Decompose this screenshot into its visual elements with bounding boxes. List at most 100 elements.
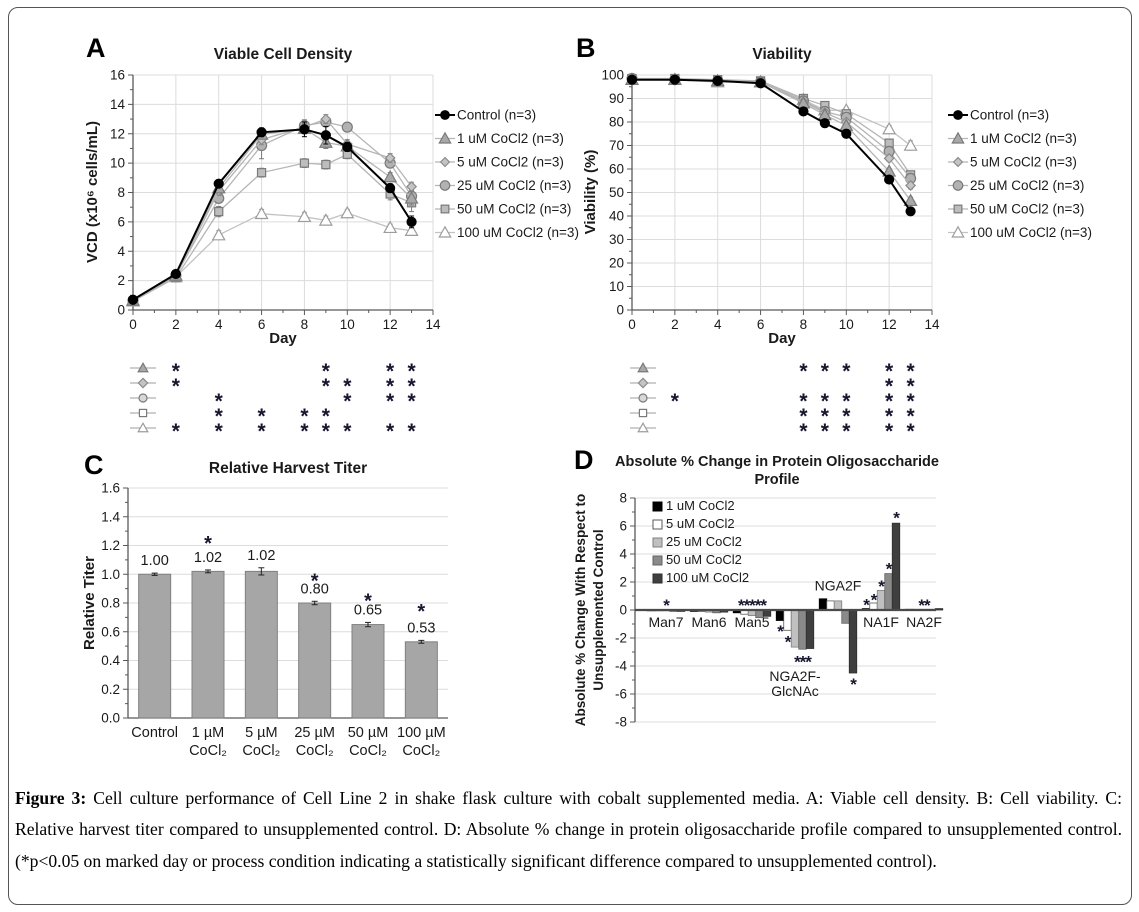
significance-asterisk: * <box>885 375 894 398</box>
category-label: GlcNAc <box>771 683 818 699</box>
significance-asterisk: * <box>215 390 224 413</box>
bar-value-label: 1.02 <box>247 548 275 564</box>
significance-asterisk: * <box>885 360 894 383</box>
svg-text:-8: -8 <box>615 715 627 730</box>
svg-text:0: 0 <box>129 317 137 332</box>
svg-text:12: 12 <box>110 126 125 141</box>
svg-text:10: 10 <box>110 156 125 171</box>
svg-text:0.4: 0.4 <box>101 653 120 668</box>
significance-asterisk: * <box>311 571 319 593</box>
chart-oligosaccharide-profile: -8 -6 -4 -2 0 2 4 6 8 Absolute % Change in Protei… <box>573 454 944 730</box>
category-label: CoCl₂ <box>349 743 387 759</box>
svg-text:4: 4 <box>215 317 223 332</box>
significance-asterisk: * <box>386 375 395 398</box>
significance-asterisk: * <box>343 390 352 413</box>
legend-label: Control (n=3) <box>457 108 536 123</box>
svg-text:0.2: 0.2 <box>101 682 120 697</box>
significance-asterisk: * <box>886 560 893 579</box>
legend-label: 25 uM CoCl2 (n=3) <box>970 178 1084 193</box>
svg-text:10: 10 <box>609 279 624 294</box>
svg-text:2: 2 <box>671 317 679 332</box>
bar-1 µM: 1.02* 1 µM CoCl₂ <box>189 533 227 759</box>
svg-text:100: 100 <box>601 68 624 83</box>
sig-row-50 uM CoCl2: * * * * * <box>630 405 915 428</box>
svg-text:0.8: 0.8 <box>101 596 120 611</box>
svg-text:90: 90 <box>609 91 624 106</box>
significance-asterisk: * <box>906 360 915 383</box>
annotations: * ************ ****** <box>663 509 932 695</box>
significance-asterisk: * <box>407 375 416 398</box>
category-label: Man7 <box>648 614 683 630</box>
svg-text:20: 20 <box>609 256 624 271</box>
svg-text:0: 0 <box>628 317 636 332</box>
chart-title: Absolute % Change in Protein Oligosaccha… <box>615 454 939 470</box>
significance-asterisk: * <box>863 595 870 614</box>
axes: 0 2 4 6 8 10 12 14 16 0 2 4 6 8 10 12 14 <box>110 68 441 333</box>
significance-asterisk: * <box>172 360 181 383</box>
svg-text:12: 12 <box>882 317 897 332</box>
category-label: Control <box>131 725 178 741</box>
significance-asterisk: * <box>663 596 670 615</box>
panel-c-label: C <box>84 450 104 480</box>
significance-asterisk: * <box>821 405 830 428</box>
legend-label: 50 uM CoCl2 (n=3) <box>970 202 1084 217</box>
significance-asterisk: * <box>799 420 808 443</box>
significance-asterisk: * <box>364 591 372 613</box>
y-axis-label: Absolute % Change With Respect to <box>573 494 588 726</box>
significance-asterisk: * <box>799 390 808 413</box>
category-label: Man6 <box>691 614 726 630</box>
sig-row-100 uM CoCl2: * * * * * <box>630 420 915 443</box>
y-axis-label: Relative Titer <box>81 556 98 650</box>
axes: 0 10 20 30 40 50 60 70 80 90 100 0 2 4 6 8 10 12 14 <box>601 68 940 333</box>
significance-asterisk: * <box>343 420 352 443</box>
significance-asterisk: * <box>671 390 680 413</box>
significance-asterisk: * <box>322 420 331 443</box>
legend-label: 50 uM CoCl2 <box>666 552 742 567</box>
panel-b-label: B <box>576 33 596 63</box>
svg-text:0: 0 <box>616 303 624 318</box>
svg-text:4: 4 <box>619 547 627 562</box>
significance-asterisk: * <box>322 405 331 428</box>
svg-text:6: 6 <box>258 317 266 332</box>
legend: Control (n=3) 1 uM CoCl2 (n=3) 5 uM CoCl2 … <box>435 108 579 240</box>
svg-text:1.6: 1.6 <box>101 481 120 496</box>
significance-asterisk: * <box>842 360 851 383</box>
significance-asterisk: * <box>785 632 792 651</box>
significance-asterisk: * <box>407 360 416 383</box>
axes: 0.0 0.2 0.4 0.6 0.8 1.0 1.2 1.4 1.6 <box>101 481 448 726</box>
series-50 uM CoCl2 (n=3) <box>128 149 417 306</box>
svg-text:-4: -4 <box>615 659 627 674</box>
legend-label: 5 uM CoCl2 (n=3) <box>970 155 1077 170</box>
svg-text:1.0: 1.0 <box>101 567 120 582</box>
significance-asterisk: * <box>172 420 181 443</box>
significance-asterisk: * <box>215 405 224 428</box>
significance-asterisk: * <box>257 405 266 428</box>
category-label: 25 µM <box>294 725 335 741</box>
significance-asterisk: * <box>885 420 894 443</box>
sig-row-25 uM CoCl2: * * * * * * <box>630 390 915 413</box>
significance-asterisk: * <box>386 360 395 383</box>
sig-row-1 uM CoCl2: * * * * <box>130 360 416 383</box>
y-axis-label: Unsupplemented Control <box>591 529 606 690</box>
significance-asterisk: * <box>799 360 808 383</box>
legend-label: 25 uM CoCl2 <box>666 534 742 549</box>
significance-asterisk: * <box>906 375 915 398</box>
svg-text:8: 8 <box>117 185 125 200</box>
significance-asterisk: * <box>386 390 395 413</box>
significance-asterisk: * <box>821 360 830 383</box>
significance-asterisk: * <box>204 533 212 555</box>
chart-relative-harvest-titer: 0.0 0.2 0.4 0.6 0.8 1.0 1.2 1.4 1.6 Relative Harv… <box>81 460 448 759</box>
significance-asterisk: * <box>878 577 885 596</box>
bar-5 µM: 1.02 5 µM CoCl₂ <box>242 548 280 759</box>
svg-text:50: 50 <box>609 185 624 200</box>
legend-label: 100 uM CoCl2 (n=3) <box>457 225 579 240</box>
legend: Control (n=3) 1 uM CoCl2 (n=3) 5 uM CoCl2 … <box>948 108 1092 240</box>
category-label: CoCl₂ <box>402 743 440 759</box>
gridlines <box>635 497 936 723</box>
svg-text:0.0: 0.0 <box>101 711 120 726</box>
bar-value-label: 1.02 <box>194 550 222 566</box>
gridlines <box>128 487 448 690</box>
significance-asterisk: * <box>893 509 900 528</box>
significance-asterisk: * <box>777 622 784 641</box>
